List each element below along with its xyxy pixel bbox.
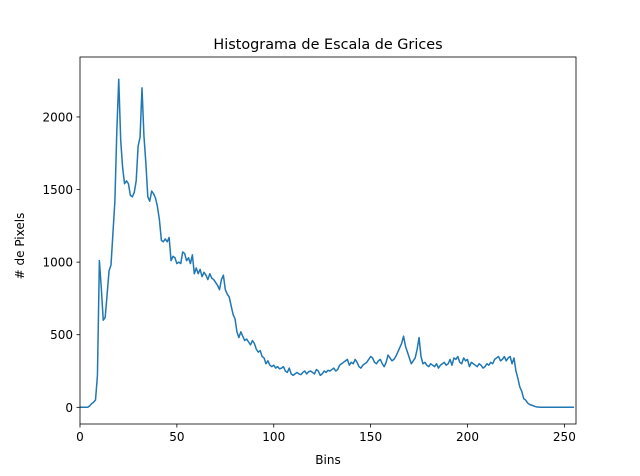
y-tick-label: 500: [50, 328, 73, 342]
x-tick-label: 100: [262, 430, 285, 444]
axis-ticks: 0 50 100 150 200 250 0 500 1000 1500 2000: [42, 110, 575, 444]
y-tick-label: 0: [65, 401, 73, 415]
x-tick-label: 250: [553, 430, 576, 444]
x-axis-label: Bins: [315, 453, 340, 467]
y-tick-label: 1500: [42, 183, 73, 197]
chart-title: Histograma de Escala de Grices: [213, 37, 442, 53]
plot-area: [79, 56, 577, 425]
x-tick-label: 0: [76, 430, 84, 444]
y-tick-label: 2000: [42, 110, 73, 124]
y-tick-label: 1000: [42, 256, 73, 270]
series-line-0: [80, 78, 575, 409]
y-axis-label: # de Pixels: [13, 213, 27, 280]
x-tick-label: 50: [169, 430, 184, 444]
axes-frame: [79, 56, 577, 425]
x-tick-label: 200: [456, 430, 479, 444]
x-tick-label: 150: [359, 430, 382, 444]
